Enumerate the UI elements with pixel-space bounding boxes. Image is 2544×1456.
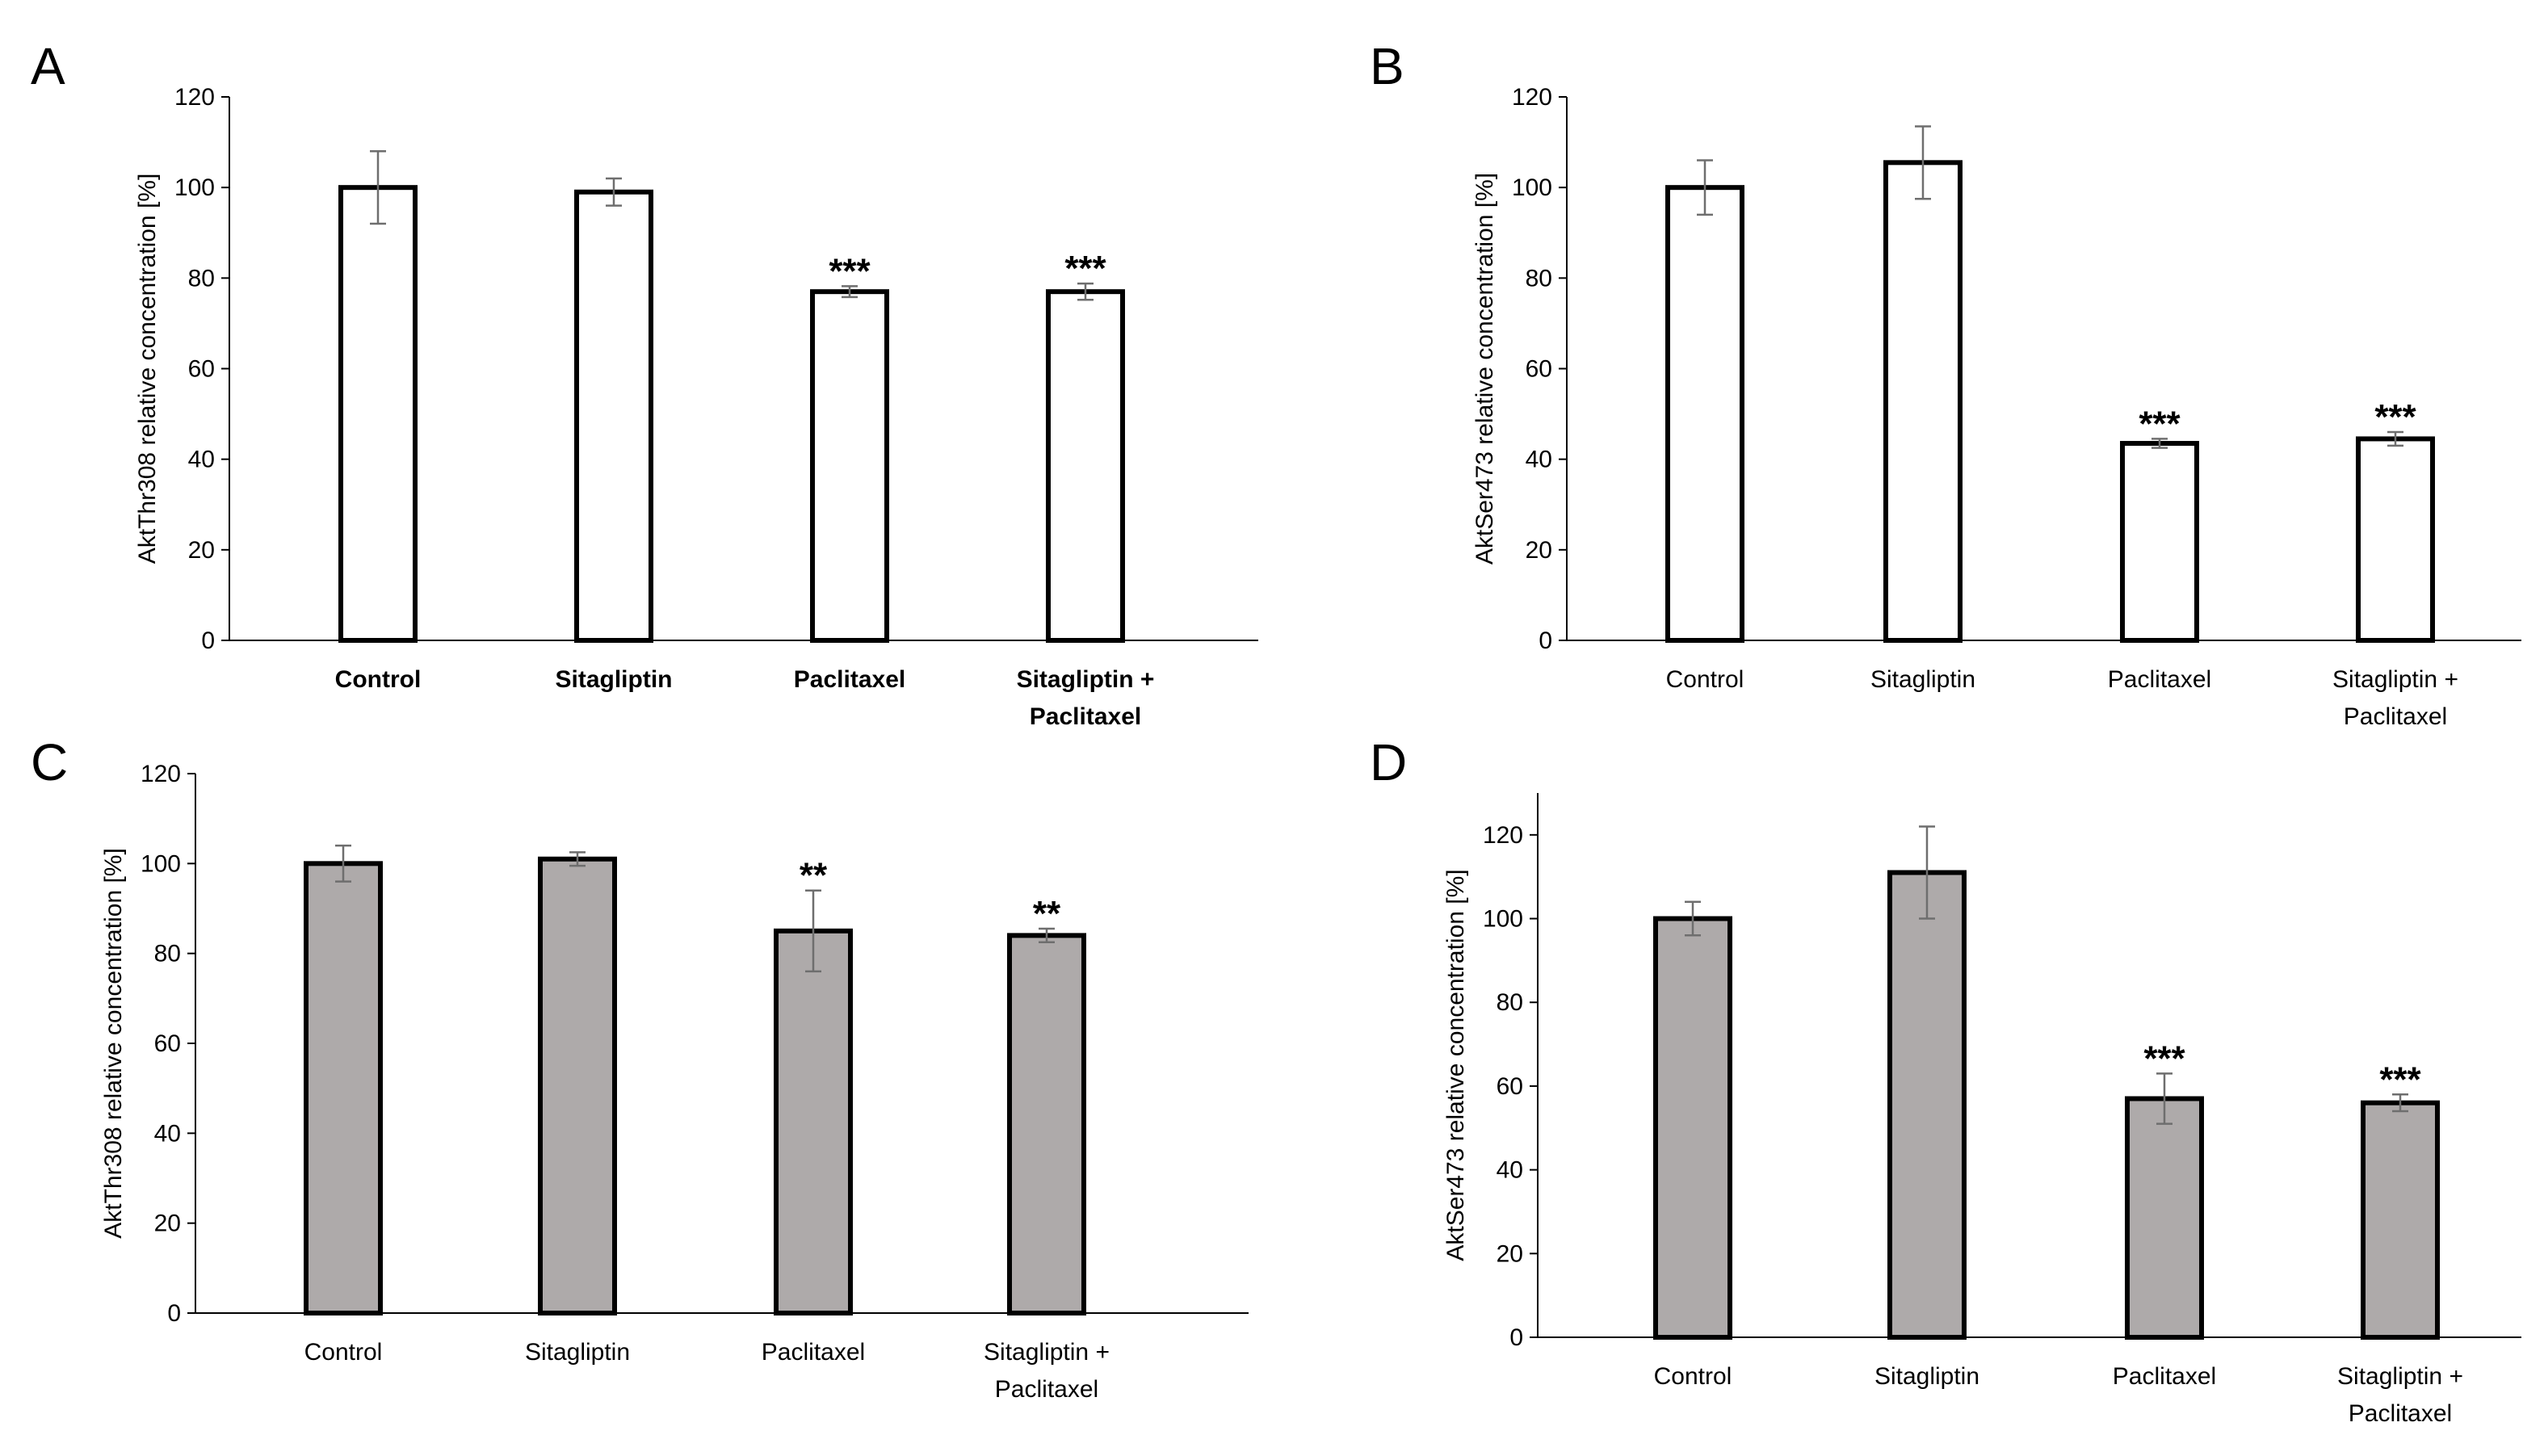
chart-panel-b: 0 20 40 60 80 100 120 AktSer473 relative concen… — [1471, 84, 2521, 730]
y-tick-label: 120 — [1483, 822, 1523, 849]
chart-panel-a: 0 20 40 60 80 100 120 AktThr308 relative concen… — [0, 0, 1272, 730]
x-category-label: Sitagliptin — [1870, 666, 1975, 693]
bar — [2120, 441, 2199, 643]
x-category-label: Paclitaxel — [995, 1376, 1098, 1403]
y-tick-label: 60 — [188, 356, 215, 383]
y-tick-label: 40 — [188, 447, 215, 473]
panel-label-c: C — [31, 733, 69, 791]
y-tick-label: 0 — [1539, 627, 1552, 654]
y-tick-label: 120 — [1512, 84, 1552, 111]
y-tick-label: 20 — [154, 1211, 181, 1237]
significance-marker: ** — [1033, 894, 1061, 934]
bar — [2125, 1096, 2204, 1340]
bar — [774, 928, 853, 1316]
x-category-label: Sitagliptin — [525, 1339, 630, 1366]
bar-chart-b: 0 20 40 60 80 100 120 AktSer473 relative concen… — [1471, 84, 2521, 730]
y-axis-label: AktThr308 relative concentration [%] — [100, 848, 127, 1239]
y-tick-label: 20 — [188, 537, 215, 564]
y-tick-label: 80 — [1526, 265, 1552, 292]
y-tick-label: 100 — [141, 850, 181, 877]
y-tick-label: 120 — [174, 84, 215, 111]
bar — [1046, 289, 1125, 643]
panel-label-d: D — [1370, 733, 1408, 791]
x-category-label: Control — [1654, 1363, 1732, 1390]
y-axis-label: AktSer473 relative concentration [%] — [1442, 869, 1469, 1261]
bar-chart-a: 0 20 40 60 80 100 120 AktThr308 relative concen… — [134, 84, 1258, 730]
y-tick-label: 60 — [1497, 1073, 1523, 1100]
bar — [338, 185, 418, 643]
bar — [1653, 916, 1732, 1340]
y-tick-label: 0 — [167, 1300, 181, 1327]
y-tick-label: 100 — [1512, 174, 1552, 201]
x-category-label: Paclitaxel — [2113, 1363, 2216, 1390]
y-tick-label: 60 — [154, 1030, 181, 1057]
y-axis-label: AktSer473 relative concentration [%] — [1471, 173, 1498, 564]
significance-marker: *** — [2143, 1039, 2185, 1078]
x-category-label: Sitagliptin — [1874, 1363, 1979, 1390]
y-tick-label: 20 — [1526, 537, 1552, 564]
y-tick-label: 100 — [174, 174, 215, 201]
x-category-label: Sitagliptin + — [984, 1339, 1110, 1366]
bar — [304, 861, 383, 1316]
x-category-label: Paclitaxel — [762, 1339, 865, 1366]
y-tick-label: 40 — [154, 1120, 181, 1147]
y-tick-label: 120 — [141, 761, 181, 787]
significance-marker: *** — [2139, 404, 2181, 443]
significance-marker: *** — [2374, 397, 2416, 437]
bar — [538, 856, 617, 1316]
panel-label-a: A — [31, 37, 65, 95]
x-category-label: Control — [335, 666, 422, 693]
x-category-label: Paclitaxel — [794, 666, 905, 693]
y-tick-label: 20 — [1497, 1240, 1523, 1267]
y-tick-label: 40 — [1497, 1157, 1523, 1184]
x-category-label: Paclitaxel — [2108, 666, 2211, 693]
y-tick-label: 0 — [201, 627, 215, 654]
significance-marker: *** — [2379, 1059, 2421, 1099]
y-tick-label: 40 — [1526, 447, 1552, 473]
x-category-label: Sitagliptin + — [2337, 1363, 2463, 1390]
bar — [1883, 160, 1963, 643]
bar — [1887, 870, 1967, 1340]
x-category-label: Control — [304, 1339, 383, 1366]
significance-marker: ** — [800, 856, 828, 896]
y-tick-label: 100 — [1483, 906, 1523, 933]
x-category-label: Sitagliptin + — [2332, 666, 2458, 693]
bar — [2356, 436, 2435, 643]
x-category-label: Paclitaxel — [1030, 703, 1141, 730]
bar — [2361, 1100, 2440, 1340]
y-tick-label: 80 — [1497, 989, 1523, 1016]
x-category-label: Paclitaxel — [2344, 703, 2447, 730]
y-tick-label: 0 — [1509, 1324, 1523, 1351]
x-category-label: Sitagliptin + — [1017, 666, 1155, 693]
significance-marker: *** — [829, 251, 871, 291]
y-tick-label: 80 — [154, 941, 181, 967]
y-axis-label: AktThr308 relative concentration [%] — [134, 174, 161, 564]
bar — [1007, 933, 1086, 1316]
bar — [574, 189, 653, 643]
y-tick-label: 60 — [1526, 356, 1552, 383]
chart-panel-c: 0 20 40 60 80 100 120 AktThr308 relative concen… — [100, 761, 1249, 1403]
significance-marker: *** — [1064, 249, 1106, 288]
bar-chart-c: 0 20 40 60 80 100 120 AktThr308 relative concen… — [100, 761, 1249, 1403]
x-category-label: Paclitaxel — [2349, 1400, 2452, 1427]
panel-label-b: B — [1370, 37, 1404, 95]
y-tick-label: 80 — [188, 265, 215, 292]
x-category-label: Control — [1666, 666, 1744, 693]
x-category-label: Sitagliptin — [556, 666, 673, 693]
